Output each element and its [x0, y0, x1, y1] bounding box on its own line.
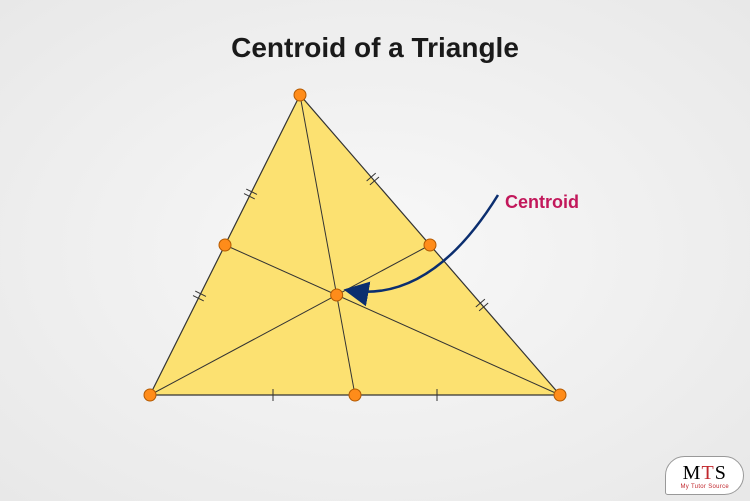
- title-text: Centroid of a Triangle: [231, 32, 519, 63]
- centroid-label-text: Centroid: [505, 192, 579, 212]
- centroid-label: Centroid: [505, 192, 579, 213]
- diagram-svg: [120, 85, 590, 425]
- page-title: Centroid of a Triangle: [0, 32, 750, 64]
- logo-sub: My Tutor Source: [680, 484, 729, 490]
- centroid-diagram: [120, 85, 590, 430]
- logo-badge: MTS My Tutor Source: [665, 456, 744, 495]
- logo-main: MTS: [680, 463, 729, 483]
